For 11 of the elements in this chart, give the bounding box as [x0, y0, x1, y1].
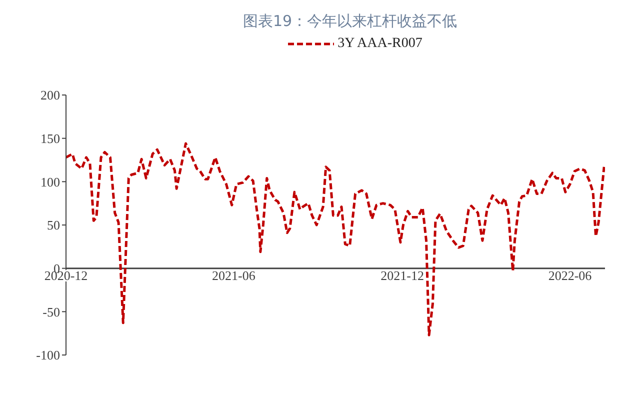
y-tick-label: 50 — [47, 218, 60, 233]
y-tick-label: -50 — [42, 304, 60, 320]
y-tick-label: 200 — [40, 88, 60, 103]
y-tick-label: 100 — [40, 174, 60, 190]
x-tick-label: 2021-12 — [380, 268, 424, 283]
legend-label: 3Y AAA-R007 — [336, 36, 422, 52]
chart-title: 图表19：今年以来杠杆收益不低 — [242, 12, 458, 31]
x-tick-label: 2022-06 — [548, 268, 592, 283]
x-tick-label: 2021-06 — [212, 268, 256, 283]
y-tick-label: -100 — [36, 348, 60, 363]
y-tick-label: 150 — [40, 130, 60, 146]
